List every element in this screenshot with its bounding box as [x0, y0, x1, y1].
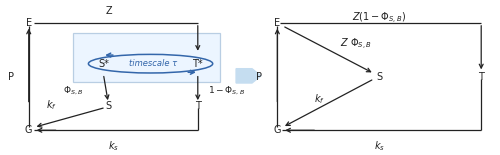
Text: S: S — [105, 101, 112, 111]
Text: $k_s$: $k_s$ — [374, 139, 385, 153]
Text: P: P — [8, 72, 14, 82]
Text: Z: Z — [106, 6, 112, 16]
Text: $k_s$: $k_s$ — [108, 139, 119, 153]
Text: $1-\Phi_{S,B}$: $1-\Phi_{S,B}$ — [208, 85, 245, 97]
Text: E: E — [274, 18, 280, 28]
Text: $Z(1-\Phi_{S,B})$: $Z(1-\Phi_{S,B})$ — [352, 11, 406, 26]
Text: E: E — [26, 18, 32, 28]
Text: timescale τ: timescale τ — [129, 59, 177, 68]
Text: S: S — [376, 72, 382, 82]
Text: $k_f$: $k_f$ — [314, 92, 325, 106]
Text: G: G — [274, 125, 281, 135]
Text: P: P — [256, 72, 262, 82]
Text: $Z\ \Phi_{S,B}$: $Z\ \Phi_{S,B}$ — [340, 36, 372, 51]
Bar — [74, 33, 220, 82]
FancyArrow shape — [236, 69, 261, 83]
Text: T: T — [195, 101, 200, 111]
Text: G: G — [25, 125, 32, 135]
Text: $\Phi_{S,B}$: $\Phi_{S,B}$ — [63, 85, 84, 97]
Text: $k_f$: $k_f$ — [46, 98, 56, 112]
Text: S*: S* — [98, 59, 109, 69]
Text: T*: T* — [192, 59, 203, 69]
Text: T: T — [478, 72, 484, 82]
